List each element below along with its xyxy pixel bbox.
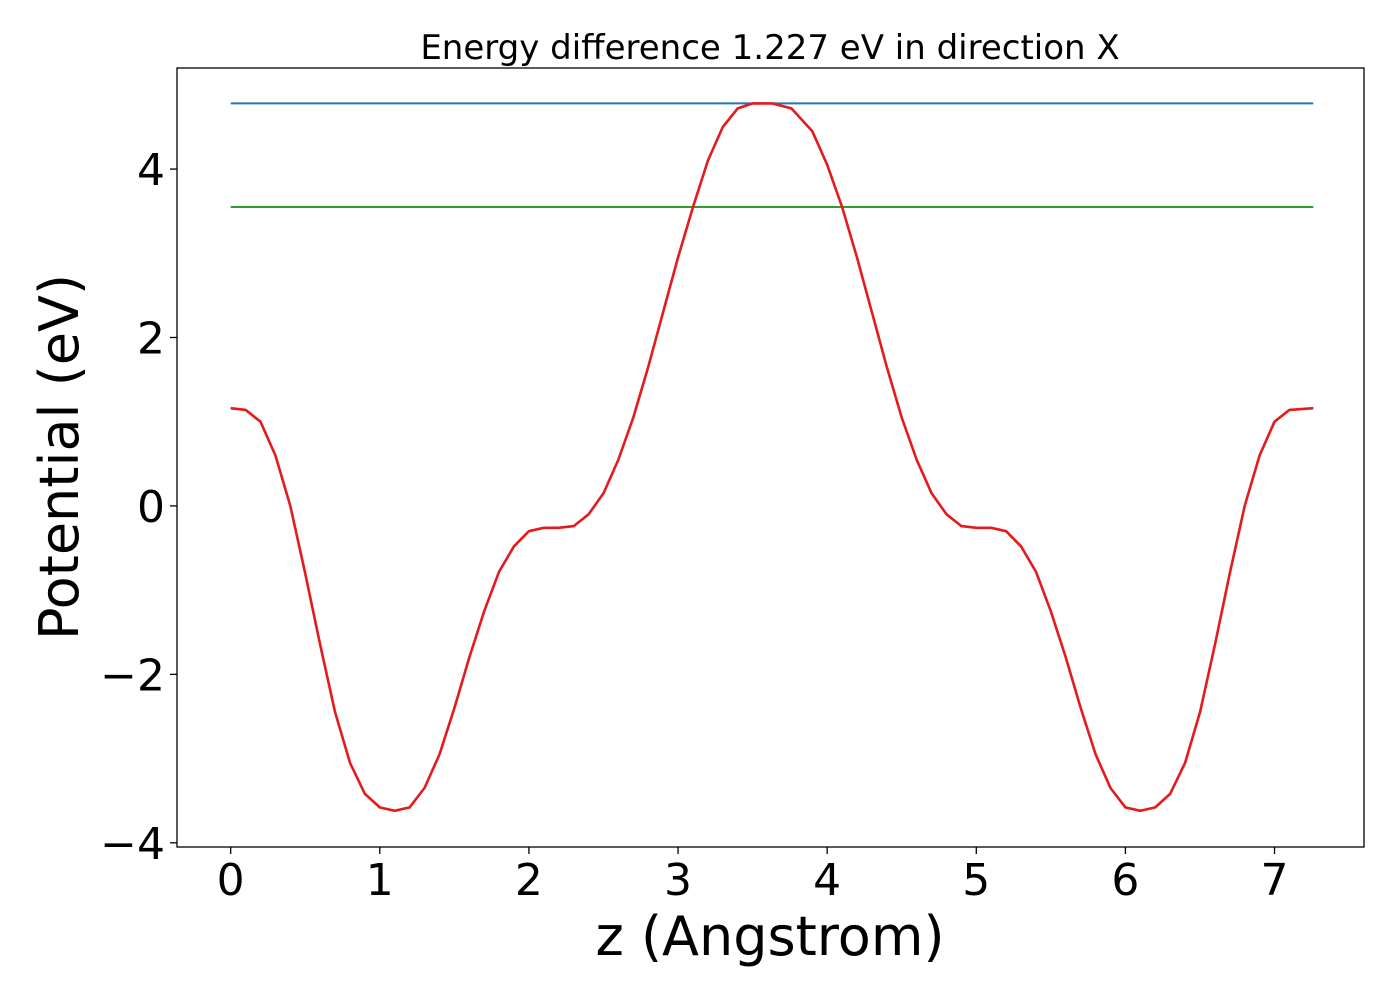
x-tick-label: 5 [962,855,990,906]
x-tick-label: 2 [515,855,543,906]
y-tick-label: 2 [137,313,165,364]
plot-frame [176,67,1365,848]
y-tick-label: 4 [137,145,165,196]
x-axis: 0 1 2 3 4 5 6 7 [217,847,1289,906]
series-line-2 [230,102,1314,813]
x-tick-label: 3 [664,855,692,906]
chart-title: Energy difference 1.227 eV in direction … [420,28,1119,68]
x-tick-label: 7 [1261,855,1289,906]
x-tick-label: 0 [217,855,245,906]
y-tick-label: −4 [100,819,165,870]
y-axis: −4 −2 0 2 4 [100,145,177,870]
x-tick-label: 1 [366,855,394,906]
y-tick-label: 0 [137,482,165,533]
x-tick-label: 6 [1111,855,1139,906]
plot-area [230,102,1314,813]
x-axis-title: z (Angstrom) [595,905,944,968]
y-tick-label: −2 [100,650,165,701]
x-tick-label: 4 [813,855,841,906]
y-axis-title: Potential (eV) [28,274,91,640]
